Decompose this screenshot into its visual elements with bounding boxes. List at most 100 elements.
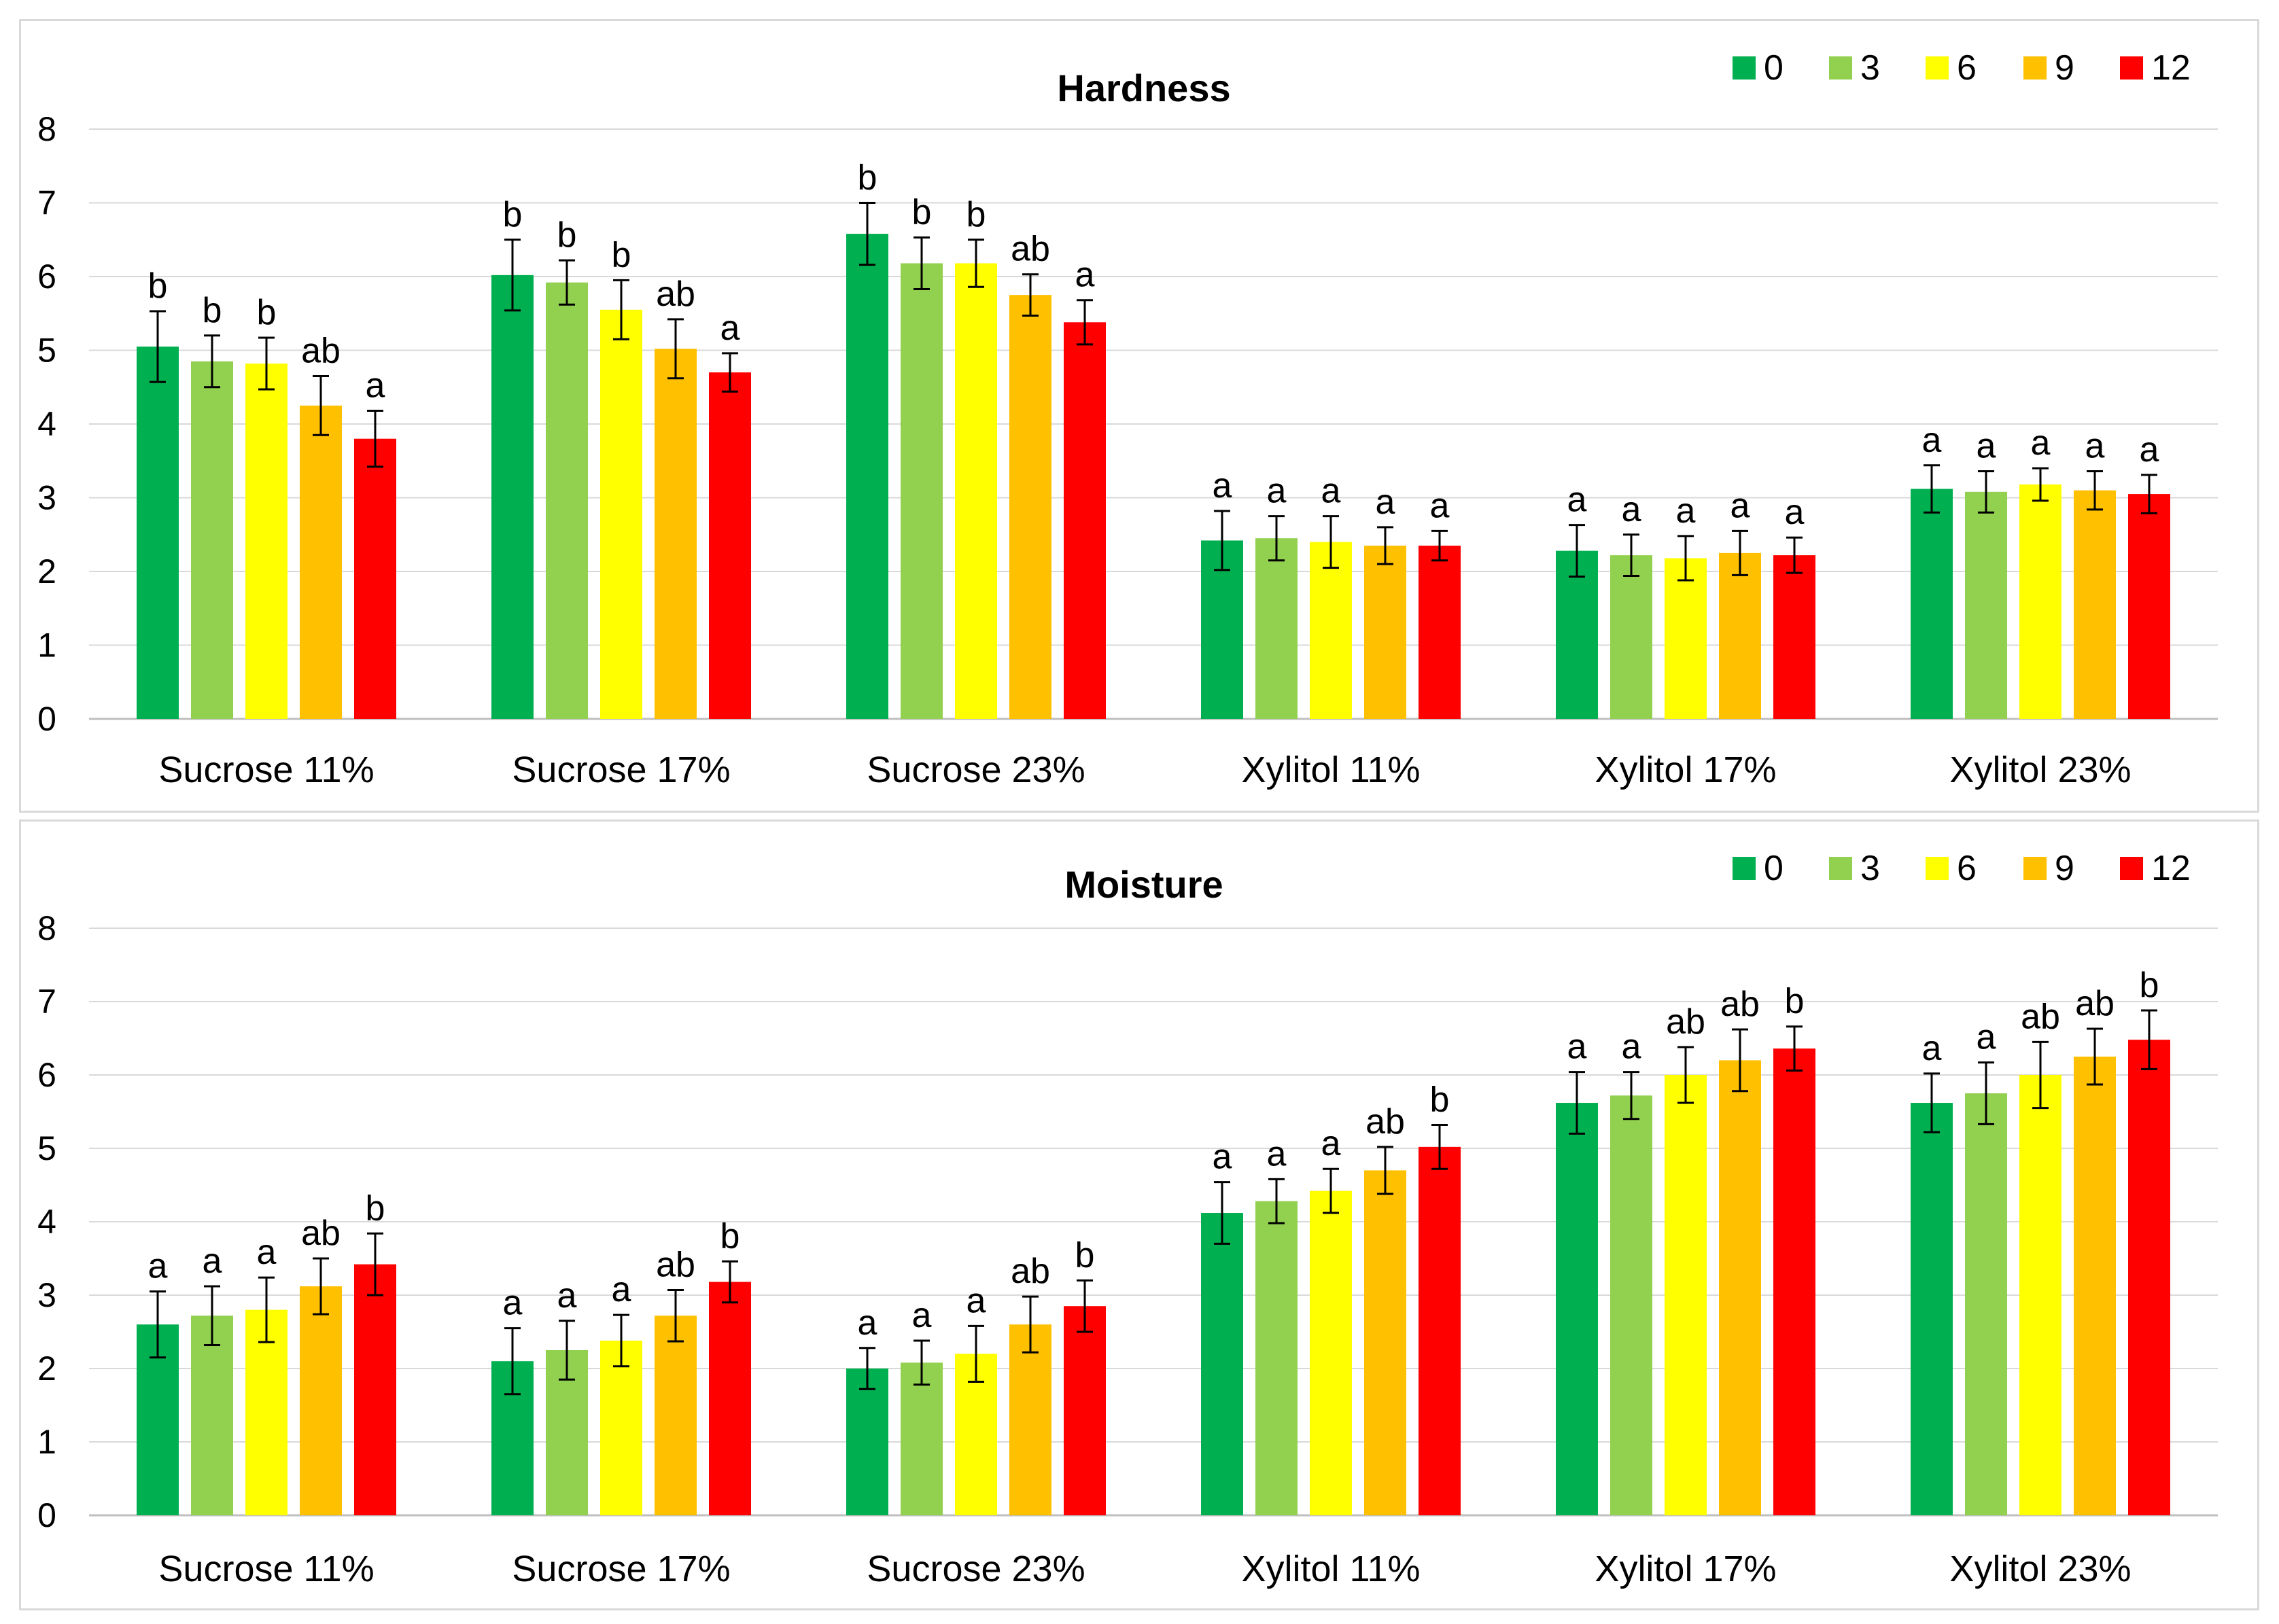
bar [546,282,588,719]
legend-label: 6 [1957,849,1977,888]
x-tick-label: Sucrose 23% [867,1549,1085,1589]
bar [1364,546,1406,719]
data-label: b [257,293,277,332]
bar [1310,542,1352,719]
data-label: a [2031,423,2051,463]
data-label: a [1676,491,1696,531]
data-label: a [1977,1018,1996,1057]
bar [901,263,943,720]
data-label: b [503,195,523,234]
data-label: ab [301,331,341,370]
data-label: ab [2021,997,2060,1036]
legend-swatch [1733,56,1756,80]
y-tick-label: 7 [37,983,56,1021]
data-label: a [1430,486,1450,525]
data-label: ab [1011,230,1050,269]
data-label: a [1213,466,1232,506]
bar [1665,1075,1707,1515]
bar [1255,538,1298,719]
legend-label: 12 [2151,48,2191,88]
legend-swatch [2120,56,2143,80]
bar [2074,1057,2116,1515]
chart-title: Hardness [1057,67,1230,109]
data-label: a [503,1284,523,1323]
data-label: b [1075,1235,1095,1275]
bar [300,405,342,719]
bar [2128,1040,2170,1515]
data-label: ab [1720,985,1760,1024]
bar [1773,1048,1815,1515]
x-tick-label: Sucrose 17% [512,749,730,790]
data-label: a [912,1296,932,1335]
bar [655,349,697,719]
bar [709,1282,751,1515]
data-label: a [366,366,385,405]
bar [300,1286,342,1515]
legend-swatch [1926,56,1949,80]
data-label: ab [1011,1252,1050,1291]
legend-label: 6 [1957,48,1977,88]
bar [1419,1146,1461,1515]
bar [2019,484,2061,719]
bar [1064,1306,1106,1515]
bar [2019,1075,2061,1515]
x-tick-label: Xylitol 11% [1241,1549,1420,1589]
y-tick-label: 3 [37,479,56,517]
data-label: a [1785,493,1805,532]
data-label: a [557,1276,577,1316]
data-label: a [612,1270,631,1309]
bar [846,234,888,719]
data-label: a [720,308,740,348]
data-label: a [1922,421,1942,460]
y-tick-label: 3 [37,1276,56,1314]
data-label: a [1376,482,1395,522]
bar [955,263,997,720]
legend-swatch [1829,857,1852,880]
data-label: ab [656,1245,695,1284]
data-label: b [612,235,631,275]
legend-label: 0 [1764,849,1784,888]
bar [1719,1060,1761,1515]
y-tick-label: 2 [37,1349,56,1388]
bar [600,1340,642,1515]
bar [1911,1103,1953,1515]
data-label: a [1321,472,1341,511]
data-label: ab [1666,1002,1705,1042]
legend-swatch [2120,857,2143,880]
bar [191,361,233,719]
data-label: a [1213,1137,1232,1177]
legend-label: 3 [1860,849,1880,888]
bar [846,1369,888,1515]
bar [2074,490,2116,719]
data-label: a [2085,426,2105,465]
x-tick-label: Xylitol 11% [1241,749,1420,790]
y-tick-label: 5 [37,1129,56,1167]
bar [1310,1190,1352,1515]
x-tick-label: Xylitol 17% [1595,1549,1776,1589]
chart-title: Moisture [1064,863,1223,906]
y-tick-label: 0 [37,1496,56,1534]
bar [354,438,396,719]
data-label: b [366,1188,385,1228]
data-label: b [148,266,168,306]
x-tick-label: Xylitol 23% [1949,1549,2131,1589]
bar [709,372,751,719]
legend-swatch [2023,56,2047,80]
y-tick-label: 1 [37,626,56,665]
bar [1009,295,1051,719]
bar [1364,1170,1406,1515]
data-label: a [1622,490,1641,529]
bar [137,347,179,719]
hardness-chart-panel: 0 1 2 3 4 5 6 7 8 Hardness 0 3 6 9 12 b b b ab a Sucrose 11%… [19,19,2259,813]
data-label: ab [2075,984,2115,1023]
bar [1965,491,2007,719]
data-label: a [148,1247,168,1286]
bar [354,1264,396,1515]
data-label: ab [656,275,695,314]
data-label: a [203,1241,222,1281]
legend-label: 9 [2055,849,2074,888]
bar [1009,1324,1051,1515]
y-tick-label: 4 [37,1203,56,1241]
data-label: b [720,1216,740,1256]
